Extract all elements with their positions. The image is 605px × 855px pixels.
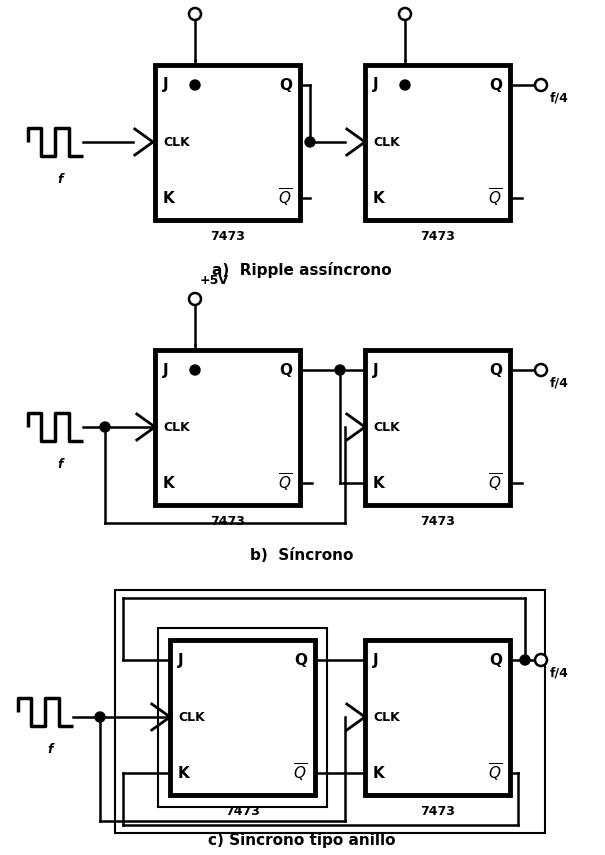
Text: Q: Q xyxy=(279,78,292,92)
Text: f/4: f/4 xyxy=(550,376,569,390)
Text: Q: Q xyxy=(294,652,307,668)
Text: +5V: +5V xyxy=(200,0,229,2)
Text: +5V: +5V xyxy=(200,274,229,286)
Text: J: J xyxy=(373,78,379,92)
Text: a)  Ripple assíncrono: a) Ripple assíncrono xyxy=(212,262,392,278)
Bar xyxy=(365,640,510,795)
Bar xyxy=(155,65,300,220)
Bar xyxy=(365,350,510,505)
Text: CLK: CLK xyxy=(373,711,400,724)
Text: K: K xyxy=(163,475,175,491)
Text: $\overline{Q}$: $\overline{Q}$ xyxy=(278,187,292,209)
Text: f/4: f/4 xyxy=(550,91,569,104)
Circle shape xyxy=(189,8,201,20)
Circle shape xyxy=(535,364,547,376)
Text: K: K xyxy=(373,475,385,491)
Text: Q: Q xyxy=(489,78,502,92)
Circle shape xyxy=(535,654,547,666)
Text: J: J xyxy=(163,363,169,378)
Text: CLK: CLK xyxy=(373,421,400,434)
Text: K: K xyxy=(373,191,385,205)
Bar xyxy=(158,628,327,807)
Bar xyxy=(115,590,545,833)
Text: CLK: CLK xyxy=(178,711,204,724)
Text: $\overline{Q}$: $\overline{Q}$ xyxy=(488,187,502,209)
Text: b)  Síncrono: b) Síncrono xyxy=(250,547,354,563)
Text: $\overline{Q}$: $\overline{Q}$ xyxy=(488,472,502,494)
Text: K: K xyxy=(178,765,190,781)
Text: $\overline{Q}$: $\overline{Q}$ xyxy=(278,472,292,494)
Text: Q: Q xyxy=(279,363,292,378)
Text: K: K xyxy=(373,765,385,781)
Text: Q: Q xyxy=(489,363,502,378)
Text: f: f xyxy=(47,743,53,756)
Text: f: f xyxy=(57,458,63,471)
Text: c) Sincrono tipo anillo: c) Sincrono tipo anillo xyxy=(208,833,396,847)
Text: J: J xyxy=(178,652,184,668)
Circle shape xyxy=(95,712,105,722)
Circle shape xyxy=(305,137,315,147)
Text: K: K xyxy=(163,191,175,205)
Circle shape xyxy=(400,80,410,90)
Text: $\overline{Q}$: $\overline{Q}$ xyxy=(488,762,502,784)
Text: Q: Q xyxy=(489,652,502,668)
Text: 7473: 7473 xyxy=(420,805,455,818)
Text: J: J xyxy=(373,363,379,378)
Circle shape xyxy=(535,79,547,91)
Text: 7473: 7473 xyxy=(420,230,455,243)
Text: f/4: f/4 xyxy=(550,667,569,680)
Bar xyxy=(365,65,510,220)
Circle shape xyxy=(190,365,200,375)
Circle shape xyxy=(189,293,201,305)
Circle shape xyxy=(520,655,530,665)
Text: CLK: CLK xyxy=(163,421,190,434)
Circle shape xyxy=(399,8,411,20)
Text: 7473: 7473 xyxy=(225,805,260,818)
Circle shape xyxy=(335,365,345,375)
Text: CLK: CLK xyxy=(373,136,400,149)
Text: 7473: 7473 xyxy=(420,515,455,528)
Text: $\overline{Q}$: $\overline{Q}$ xyxy=(293,762,307,784)
Text: +5V: +5V xyxy=(410,0,439,2)
Text: 7473: 7473 xyxy=(210,230,245,243)
Text: CLK: CLK xyxy=(163,136,190,149)
Circle shape xyxy=(190,80,200,90)
Text: J: J xyxy=(163,78,169,92)
Text: J: J xyxy=(373,652,379,668)
Bar xyxy=(170,640,315,795)
Text: 7473: 7473 xyxy=(210,515,245,528)
Bar xyxy=(155,350,300,505)
Text: f: f xyxy=(57,173,63,186)
Circle shape xyxy=(100,422,110,432)
